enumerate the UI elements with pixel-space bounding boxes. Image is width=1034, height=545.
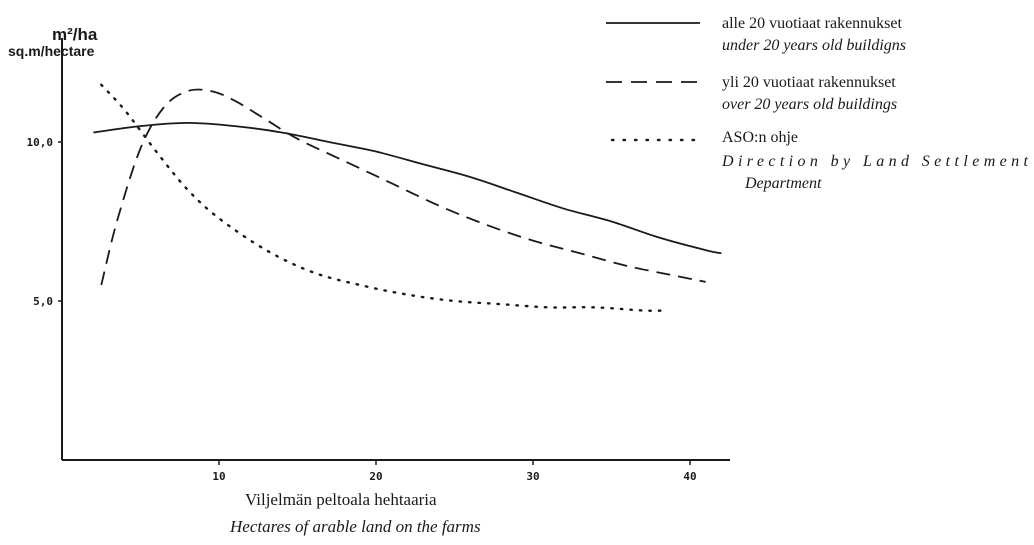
- legend-label-series-3-english-part2: Department: [744, 175, 822, 192]
- series-line-dashed: [100, 88, 706, 286]
- legend-label-series-2: yli 20 vuotiaat rakennukset: [722, 74, 896, 91]
- x-tick-label: 20: [369, 470, 382, 483]
- legend-label-series-1-english: under 20 years old buildigns: [722, 37, 906, 54]
- legend-label-series-1: alle 20 vuotiaat rakennukset: [722, 15, 902, 32]
- legend-label-series-3: ASO:n ohje: [722, 129, 798, 146]
- legend-label-series-2-english: over 20 years old buildings: [722, 96, 897, 113]
- series-layer: [93, 83, 722, 312]
- legend-label-series-3-english-wrap: Department: [744, 175, 822, 192]
- legend-label-series-3-english: Direction by Land Settlement: [721, 153, 1029, 170]
- x-axis-label: Viljelmän peltoala hehtaaria: [245, 490, 437, 509]
- x-tick-label: 30: [526, 470, 539, 483]
- legend: alle 20 vuotiaat rakennukset under 20 ye…: [606, 15, 1029, 192]
- series-line-dotted: [100, 83, 668, 312]
- x-tick-label: 40: [683, 470, 696, 483]
- series-line-solid: [93, 121, 722, 255]
- legend-label-series-3-english-part1: Direction by Land Settlement: [721, 153, 1029, 170]
- y-tick-label: 5,0: [33, 295, 53, 308]
- y-axis-label: sq.m/hectare: [8, 43, 95, 59]
- y-tick-label: 10,0: [27, 136, 54, 149]
- ticks-layer: 10 20 30 40 5,0 10,0: [27, 136, 697, 483]
- y-axis-unit-label: m²/ha: [52, 25, 98, 44]
- x-tick-label: 10: [212, 470, 225, 483]
- x-axis-label-english: Hectares of arable land on the farms: [229, 517, 481, 536]
